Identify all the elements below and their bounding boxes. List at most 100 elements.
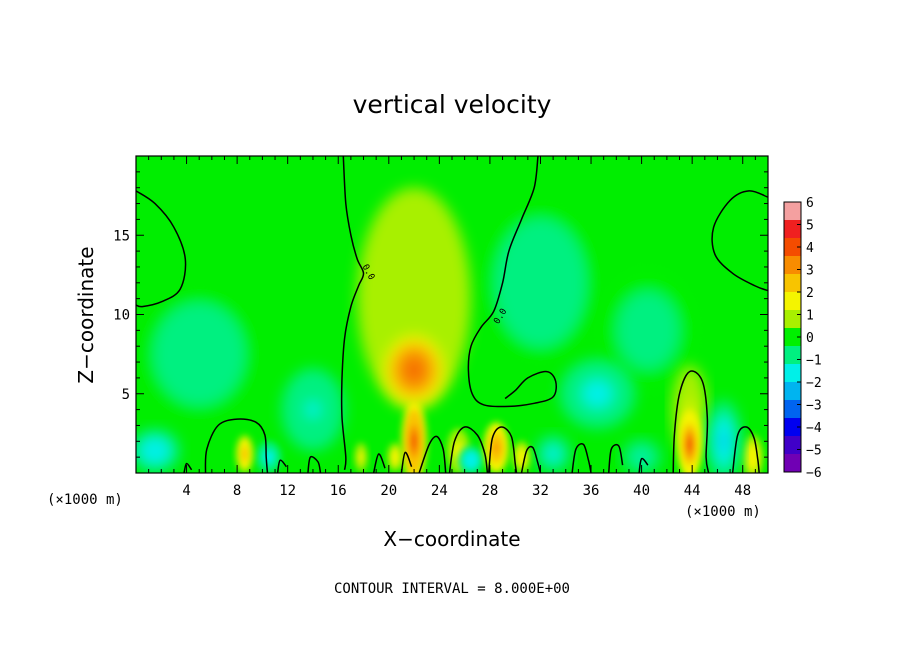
downdraft-10-level-4 bbox=[266, 453, 272, 461]
x-tick-label-44: 44 bbox=[684, 483, 701, 499]
colorbar-tick-label-11: −5 bbox=[806, 444, 822, 459]
updraft-18-level-4 bbox=[242, 450, 247, 458]
updraft-7-level-4 bbox=[359, 454, 363, 461]
colorbar-tick-label-0: 6 bbox=[806, 196, 814, 211]
downdraft-6 bbox=[622, 439, 661, 473]
updraft-21-level-4 bbox=[411, 433, 417, 450]
colorbar-tick-label-4: 2 bbox=[806, 286, 814, 301]
updraft-7 bbox=[354, 442, 368, 472]
updraft-22 bbox=[383, 335, 445, 405]
downdraft-13 bbox=[136, 428, 181, 473]
colorbar-swatch-10 bbox=[784, 382, 801, 401]
y-axis-label: Z−coordinate bbox=[74, 246, 98, 383]
updraft-22-level-4 bbox=[408, 363, 421, 377]
x-tick-label-8: 8 bbox=[233, 483, 241, 499]
y-axis: 5 10 15 bbox=[113, 171, 768, 458]
colorbar-swatch-12 bbox=[784, 418, 801, 437]
chart-title: vertical velocity bbox=[353, 90, 552, 119]
colorbar-tick-label-2: 4 bbox=[806, 241, 814, 256]
downdraft-13-level-4 bbox=[149, 446, 161, 456]
updraft-20 bbox=[676, 409, 703, 473]
downdraft-17-level-4 bbox=[720, 433, 728, 450]
y-tick-label-5: 5 bbox=[122, 387, 130, 403]
contour-line-9 bbox=[448, 426, 489, 473]
downdraft-2 bbox=[483, 203, 598, 363]
colorbar-tick-label-1: 5 bbox=[806, 219, 814, 234]
colorbar-swatch-5 bbox=[784, 292, 801, 311]
contour-line-16 bbox=[276, 459, 287, 473]
colorbar-tick-label-5: 1 bbox=[806, 309, 814, 324]
contour-line-3 bbox=[711, 190, 768, 292]
updraft-19-level-4 bbox=[493, 442, 499, 453]
updraft-18 bbox=[235, 434, 254, 473]
colorbar-swatch-13 bbox=[784, 436, 801, 455]
x-axis-label: X−coordinate bbox=[383, 527, 520, 551]
colorbar-swatch-9 bbox=[784, 364, 801, 383]
downdraft-17 bbox=[706, 400, 742, 473]
x-tick-label-20: 20 bbox=[380, 483, 397, 499]
zero-contours bbox=[136, 156, 768, 473]
updraft-12 bbox=[387, 442, 403, 472]
downdraft-14-level-4 bbox=[468, 457, 474, 464]
y-tick-label-15: 15 bbox=[113, 228, 130, 244]
x-tick-label-48: 48 bbox=[734, 483, 751, 499]
updraft-12-level-4 bbox=[393, 454, 397, 461]
contour-line-8 bbox=[418, 435, 447, 473]
downdraft-9-level-4 bbox=[589, 386, 605, 401]
downdraft-0 bbox=[597, 266, 699, 394]
updraft-3 bbox=[357, 187, 471, 410]
x-tick-label-4: 4 bbox=[182, 483, 190, 499]
downdraft-11 bbox=[535, 434, 571, 473]
updraft-20-level-4 bbox=[687, 437, 693, 452]
contour-line-11 bbox=[520, 445, 542, 473]
colorbar-swatch-2 bbox=[784, 238, 801, 257]
plot-area: 0.00.0 bbox=[136, 156, 768, 473]
contour-line-7 bbox=[400, 451, 413, 473]
contour-line-14 bbox=[638, 457, 649, 473]
colorbar-swatch-14 bbox=[784, 454, 801, 473]
x-tick-label-28: 28 bbox=[481, 483, 498, 499]
colorbar-tick-label-12: −6 bbox=[806, 466, 822, 481]
contour-line-15 bbox=[731, 426, 760, 473]
x-axis: 4 8 12 16 20 24 28 32 36 40 44 48 bbox=[148, 156, 756, 499]
x-tick-label-24: 24 bbox=[431, 483, 448, 499]
colorbar-tick-label-7: −1 bbox=[806, 354, 822, 369]
colorbar-swatch-0 bbox=[784, 202, 801, 221]
colorbar: 6 5 4 3 2 1 0 −1 −2 −3 −4 −5 −6 bbox=[783, 196, 822, 481]
contour-interval-footer: CONTOUR INTERVAL = 8.000E+00 bbox=[334, 581, 570, 597]
y-tick-label-10: 10 bbox=[113, 308, 130, 324]
updraft-21 bbox=[401, 400, 427, 473]
contour-line-4 bbox=[204, 418, 269, 473]
x-unit-right: (×1000 m) bbox=[685, 504, 761, 520]
contour-line-0 bbox=[136, 190, 187, 308]
x-tick-label-12: 12 bbox=[279, 483, 296, 499]
downdraft-1 bbox=[142, 290, 257, 418]
colorbar-swatch-11 bbox=[784, 400, 801, 419]
downdraft-0-level-4 bbox=[637, 317, 659, 344]
x-tick-label-16: 16 bbox=[330, 483, 347, 499]
updraft-16-level-4 bbox=[750, 452, 755, 462]
x-tick-label-32: 32 bbox=[532, 483, 549, 499]
downdraft-5 bbox=[281, 368, 345, 451]
contour-line-18 bbox=[183, 462, 193, 473]
colorbar-swatch-1 bbox=[784, 220, 801, 239]
contour-line-6 bbox=[372, 453, 386, 473]
contour-line-17 bbox=[307, 455, 322, 473]
colorbar-tick-label-10: −4 bbox=[806, 421, 822, 436]
contour-line-5 bbox=[672, 370, 710, 473]
contour-line-1 bbox=[340, 156, 365, 470]
downdraft-1-level-4 bbox=[187, 341, 211, 367]
contour-line-2 bbox=[467, 156, 557, 408]
downdraft-11-level-4 bbox=[549, 450, 557, 458]
contour-line-12 bbox=[571, 443, 592, 473]
downdraft-9 bbox=[559, 358, 636, 429]
colorbar-swatch-8 bbox=[784, 346, 801, 365]
downdraft-5-level-4 bbox=[306, 401, 320, 418]
x-tick-label-36: 36 bbox=[583, 483, 600, 499]
colorbar-swatch-6 bbox=[784, 310, 801, 329]
colorbar-tick-label-9: −3 bbox=[806, 399, 822, 414]
downdraft-2-level-4 bbox=[529, 266, 552, 299]
colorbar-tick-label-8: −2 bbox=[806, 376, 822, 391]
updraft-8-level-4 bbox=[456, 446, 461, 456]
